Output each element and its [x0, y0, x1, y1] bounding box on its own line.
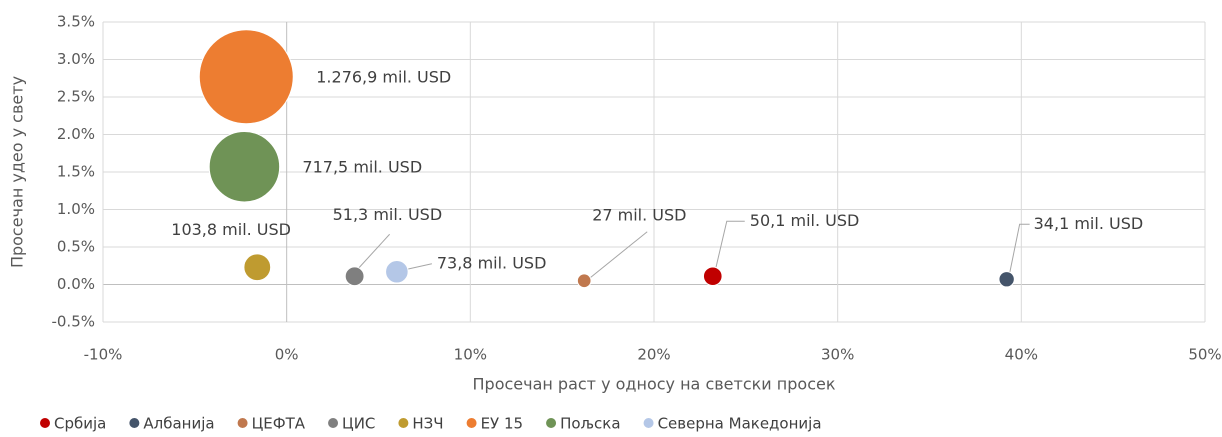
x-tick-label: 40%	[1005, 346, 1038, 364]
y-tick-label: 2.0%	[57, 125, 95, 143]
x-tick-label: 10%	[454, 346, 487, 364]
legend-label: ЦИС	[342, 415, 375, 433]
y-tick-label: 1.5%	[57, 163, 95, 181]
bubble	[385, 259, 409, 284]
y-tick-label: -0.5%	[51, 313, 95, 331]
bubble	[344, 266, 365, 287]
x-tick-label: 50%	[1188, 346, 1221, 364]
legend-label: Србија	[54, 415, 106, 433]
leader-line	[715, 220, 745, 269]
leader-line	[1009, 223, 1030, 274]
legend-label: Пољска	[560, 415, 621, 433]
data-label: 717,5 mil. USD	[302, 157, 422, 176]
data-label: 50,1 mil. USD	[750, 211, 860, 230]
legend-marker	[546, 418, 557, 428]
legend-marker	[129, 418, 140, 428]
legend-marker	[398, 418, 409, 428]
data-label: 1.276,9 mil. USD	[316, 67, 451, 86]
x-axis-title: Просечан раст у односу на светски просек	[473, 375, 836, 394]
y-tick-label: 2.5%	[57, 88, 95, 106]
legend-label: Албанија	[143, 415, 214, 433]
bubble	[998, 271, 1015, 288]
x-tick-label: -10%	[84, 346, 123, 364]
legend-marker	[643, 418, 654, 428]
y-tick-label: 3.5%	[57, 13, 95, 31]
data-label: 73,8 mil. USD	[437, 253, 547, 272]
legend-marker	[328, 418, 339, 428]
bubble	[208, 131, 281, 203]
bubble	[243, 253, 272, 282]
legend-label: НЗЧ	[412, 415, 443, 433]
legend-label: ЕУ 15	[481, 415, 523, 433]
x-tick-label: 0%	[275, 346, 299, 364]
x-tick-label: 20%	[637, 346, 670, 364]
y-tick-label: 3.0%	[57, 50, 95, 68]
y-axis-title: Просечан удео у свету	[8, 76, 27, 268]
y-tick-label: 0.0%	[57, 275, 95, 293]
x-tick-label: 30%	[821, 346, 854, 364]
leader-line	[589, 231, 648, 279]
y-tick-label: 0.5%	[57, 238, 95, 256]
bubble	[576, 273, 592, 289]
data-label: 27 mil. USD	[592, 205, 686, 224]
legend-marker	[237, 418, 248, 428]
y-tick-label: 1.0%	[57, 200, 95, 218]
leader-line	[404, 263, 432, 271]
legend-marker	[466, 418, 477, 428]
bubble	[702, 266, 723, 287]
data-label: 34,1 mil. USD	[1034, 214, 1144, 233]
data-label: 103,8 mil. USD	[171, 220, 291, 239]
leader-line	[357, 233, 390, 270]
legend-label: ЦЕФТА	[252, 415, 306, 433]
bubble	[198, 29, 294, 125]
legend-marker	[40, 418, 50, 428]
legend-label: Северна Македонија	[658, 415, 822, 433]
data-label: 51,3 mil. USD	[333, 205, 443, 224]
